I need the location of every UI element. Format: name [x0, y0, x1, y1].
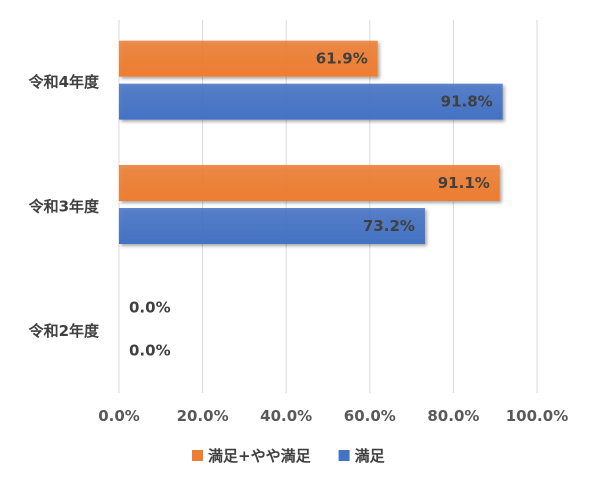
category-label: 令和3年度	[29, 198, 100, 216]
bar	[119, 83, 503, 120]
x-tick-label: 100.0%	[506, 407, 568, 425]
axes: 0.0% 20.0% 40.0% 60.0% 80.0% 100.0% 令和4年度令和3年度…	[29, 73, 569, 425]
data-label: 91.1%	[438, 174, 490, 192]
data-label: 91.8%	[441, 93, 493, 111]
legend-label: 満足+やや満足	[208, 447, 312, 465]
x-tick-label: 0.0%	[98, 407, 140, 425]
data-label: 0.0%	[129, 341, 171, 359]
legend-label: 満足	[355, 447, 386, 465]
data-label: 0.0%	[129, 298, 171, 316]
x-tick-label: 40.0%	[260, 407, 312, 425]
bar	[119, 165, 500, 201]
x-tick-label: 60.0%	[344, 407, 396, 425]
category-label: 令和4年度	[29, 73, 100, 91]
bars	[119, 40, 503, 244]
bar	[119, 208, 425, 244]
legend-swatch	[192, 450, 203, 461]
bar	[119, 40, 378, 77]
data-label: 61.9%	[316, 50, 368, 68]
legend: 満足+やや満足 満足	[192, 447, 386, 465]
x-tick-label: 20.0%	[177, 407, 229, 425]
data-label: 73.2%	[363, 217, 415, 235]
legend-swatch	[338, 450, 350, 461]
gridlines	[118, 20, 538, 393]
category-label: 令和2年度	[29, 322, 100, 340]
data-labels: 61.9% 91.8% 91.1% 73.2% 0.0% 0.0%	[129, 50, 493, 360]
x-tick-label: 80.0%	[427, 407, 479, 425]
